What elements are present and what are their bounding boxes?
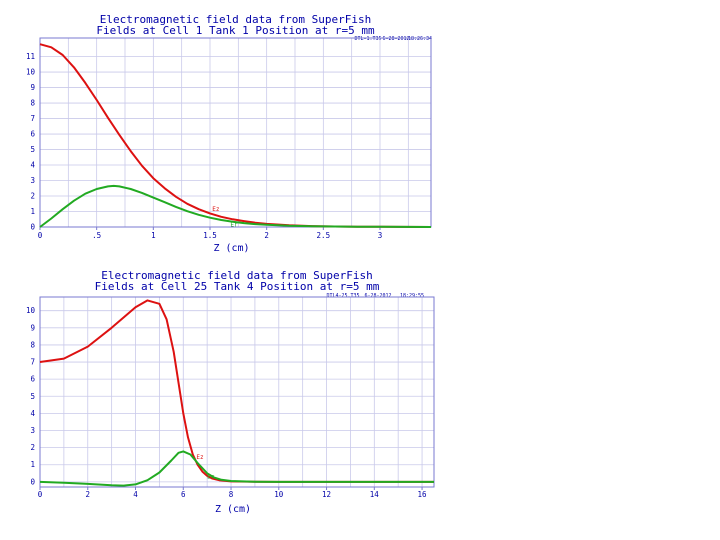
- x-tick-label: 0: [38, 231, 43, 240]
- chart-subtitle: Fields at Cell 25 Tank 4 Position at r=5…: [95, 280, 380, 293]
- chart-1: Electromagnetic field data from SuperFis…: [26, 13, 432, 254]
- y-tick-label: 5: [30, 392, 35, 401]
- y-tick-label: 9: [30, 323, 35, 332]
- y-tick-label: 3: [30, 426, 35, 435]
- series-line-er: [39, 184, 432, 228]
- plot-frame: [39, 296, 435, 488]
- series-label: Er: [230, 221, 238, 228]
- series-label: Ez: [196, 454, 204, 461]
- x-axis-label: Z (cm): [213, 243, 249, 254]
- run-info: 6-28-2012: [382, 36, 409, 42]
- x-tick-label: 12: [322, 490, 331, 499]
- plot-frame: [39, 37, 432, 228]
- y-tick-label: 7: [30, 358, 35, 367]
- y-tick-label: 6: [30, 130, 35, 139]
- y-tick-label: 7: [30, 114, 35, 123]
- x-tick-label: 2: [264, 231, 269, 240]
- y-tick-label: 1: [30, 460, 35, 469]
- y-tick-label: 8: [30, 99, 35, 108]
- run-info: DTL4-25.T35: [326, 293, 359, 299]
- x-tick-label: 16: [418, 490, 428, 499]
- x-tick-label: 0: [38, 490, 43, 499]
- run-info: DTL-1.T35: [354, 36, 381, 42]
- chart-title: Electromagnetic field data from SuperFis…: [101, 269, 373, 282]
- x-tick-label: 3: [378, 231, 383, 240]
- y-tick-label: 1: [30, 207, 35, 216]
- run-info: 18:29:55: [400, 293, 424, 299]
- run-info: 18:26:34: [408, 36, 432, 42]
- y-tick-label: 9: [30, 83, 35, 92]
- x-tick-label: 1.5: [203, 231, 217, 240]
- y-tick-label: 2: [30, 443, 35, 452]
- y-tick-label: 8: [30, 340, 35, 349]
- y-tick-label: 2: [30, 192, 35, 201]
- y-tick-label: 6: [30, 375, 35, 384]
- chart-2: Electromagnetic field data from SuperFis…: [26, 269, 435, 515]
- series-line-ez: [39, 43, 432, 228]
- run-info: 6-28-2012: [364, 293, 391, 299]
- y-tick-label: 3: [30, 176, 35, 185]
- x-tick-label: 2.5: [317, 231, 331, 240]
- y-tick-label: 10: [26, 306, 36, 315]
- x-tick-label: 8: [229, 490, 234, 499]
- y-tick-label: 11: [26, 52, 35, 61]
- chart-title: Electromagnetic field data from SuperFis…: [100, 13, 372, 26]
- x-axis-label: Z (cm): [215, 504, 251, 515]
- chart-subtitle: Fields at Cell 1 Tank 1 Position at r=5 …: [96, 24, 375, 37]
- x-tick-label: 4: [133, 490, 138, 499]
- series-label: Ez: [212, 206, 220, 213]
- y-tick-label: 0: [30, 223, 35, 232]
- x-tick-label: 6: [181, 490, 186, 499]
- y-tick-label: 10: [26, 68, 36, 77]
- y-tick-label: 5: [30, 145, 35, 154]
- y-tick-label: 4: [30, 161, 35, 170]
- x-tick-label: .5: [92, 231, 101, 240]
- series-label: Er: [207, 473, 215, 480]
- y-tick-label: 4: [30, 409, 35, 418]
- x-tick-label: 14: [370, 490, 380, 499]
- series-line-er: [39, 450, 434, 487]
- x-tick-label: 10: [274, 490, 284, 499]
- x-tick-label: 2: [85, 490, 90, 499]
- x-tick-label: 1: [151, 231, 156, 240]
- y-tick-label: 0: [30, 477, 35, 486]
